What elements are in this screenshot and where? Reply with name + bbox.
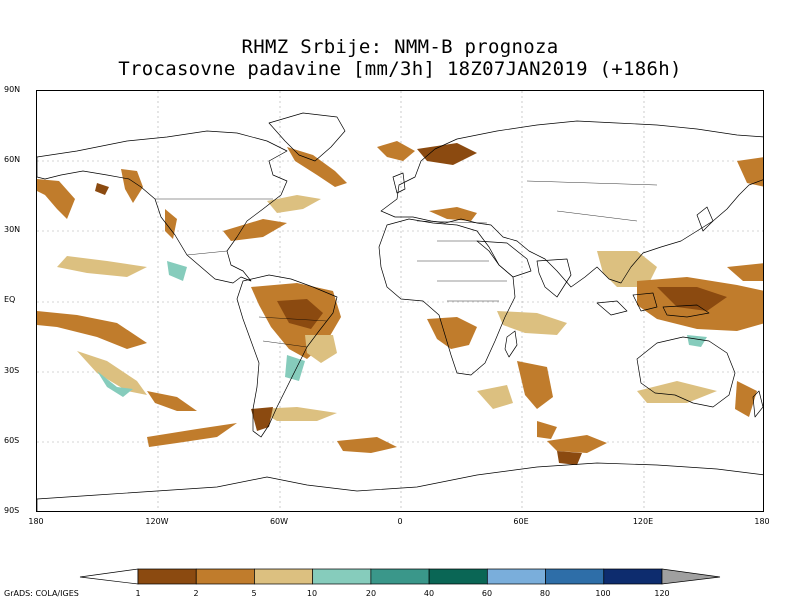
colorbar-segment <box>486 568 546 585</box>
lat-label-60n: 60N <box>4 155 21 164</box>
grads-credit: GrADS: COLA/IGES <box>4 589 79 598</box>
lon-label-0: 0 <box>397 517 403 526</box>
colorbar-segment <box>195 568 255 585</box>
lon-label-120w: 120W <box>145 517 169 526</box>
colorbar-label: 60 <box>481 589 493 598</box>
lon-label-60e: 60E <box>513 517 529 526</box>
colorbar-label: 100 <box>595 589 611 598</box>
lat-label-90n: 90N <box>4 85 21 94</box>
map-canvas <box>37 91 763 511</box>
map-title-line2: Trocasovne padavine [mm/3h] 18Z07JAN2019… <box>118 58 682 80</box>
lat-label-30s: 30S <box>4 366 20 375</box>
lat-label-90s: 90S <box>4 506 20 515</box>
coastlines <box>37 112 763 511</box>
lon-label-60w: 60W <box>269 517 289 526</box>
colorbar-segment <box>254 568 314 585</box>
colorbar-segment <box>370 568 430 585</box>
colorbar-segment <box>428 568 488 585</box>
lat-label-30n: 30N <box>4 225 21 234</box>
colorbar-label: 10 <box>306 589 318 598</box>
world-precipitation-map <box>36 90 764 512</box>
country-borders <box>155 180 658 348</box>
colorbar-max-arrow <box>661 568 721 585</box>
lat-label-60s: 60S <box>4 436 20 445</box>
colorbar-segment <box>545 568 605 585</box>
lat-label-eq: EQ <box>4 295 16 304</box>
colorbar-label: 2 <box>193 589 199 598</box>
colorbar-segments <box>137 568 663 585</box>
colorbar-label: 40 <box>423 589 435 598</box>
lon-label-180e: 180 <box>754 517 770 526</box>
colorbar-segment <box>312 568 372 585</box>
colorbar-label: 5 <box>251 589 257 598</box>
colorbar-label: 1 <box>135 589 141 598</box>
colorbar-label: 120 <box>654 589 670 598</box>
colorbar-segment <box>603 568 663 585</box>
lon-label-120e: 120E <box>632 517 654 526</box>
precipitation-fields <box>37 141 763 465</box>
map-title-line1: RHMZ Srbije: NMM-B prognoza <box>241 36 559 58</box>
colorbar-label: 20 <box>365 589 377 598</box>
colorbar-min-arrow <box>79 568 139 585</box>
colorbar-label: 80 <box>539 589 551 598</box>
lon-label-180w: 180 <box>28 517 44 526</box>
colorbar-segment <box>137 568 197 585</box>
